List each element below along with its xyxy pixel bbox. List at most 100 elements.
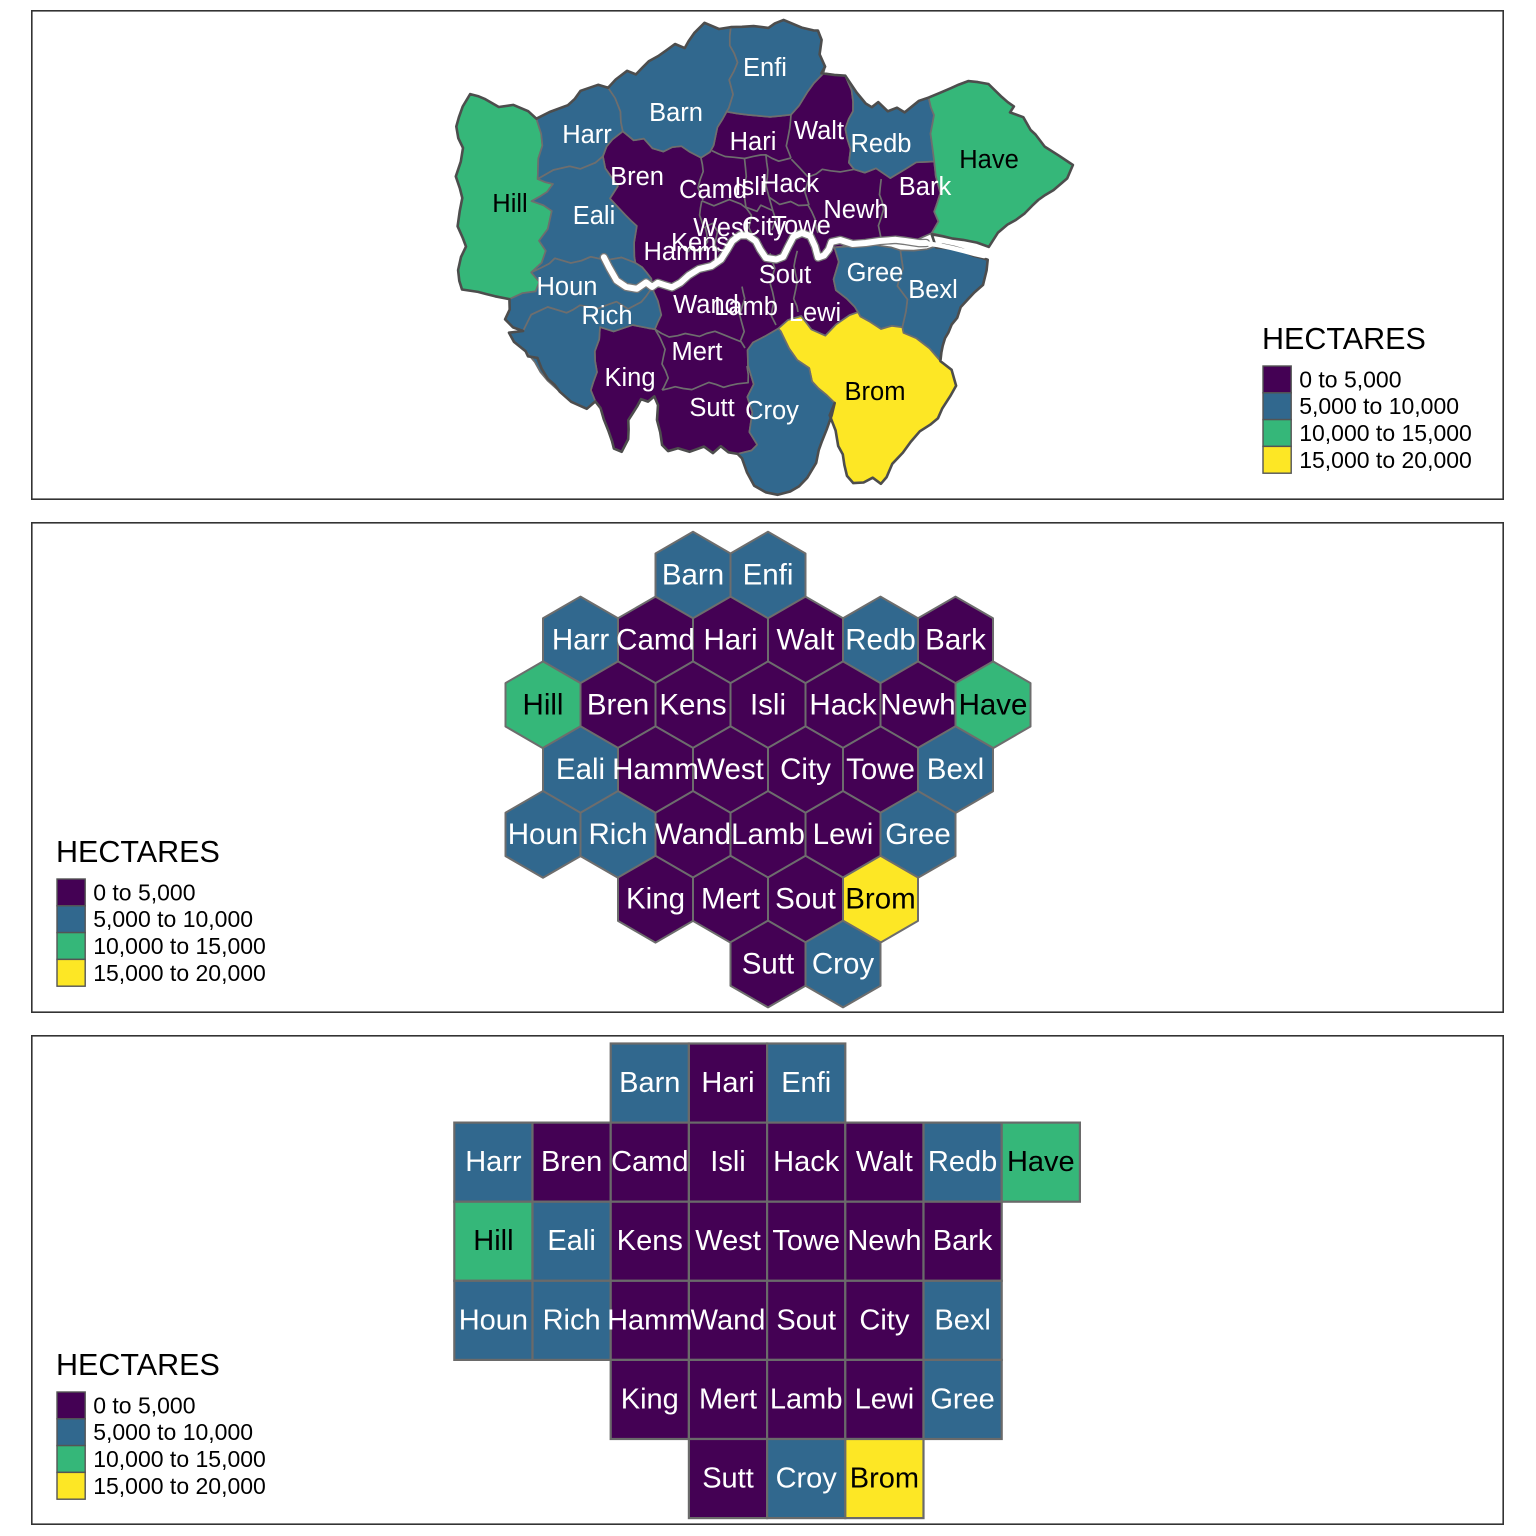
svg-text:Harr: Harr — [562, 121, 612, 149]
svg-text:Houn: Houn — [537, 273, 598, 301]
svg-text:Newh: Newh — [880, 688, 955, 721]
svg-text:Eali: Eali — [573, 202, 616, 230]
svg-text:Enfi: Enfi — [743, 54, 787, 82]
svg-text:Lewi: Lewi — [855, 1384, 915, 1416]
svg-text:Bren: Bren — [610, 163, 664, 191]
svg-text:West: West — [697, 753, 764, 786]
svg-text:Hack: Hack — [773, 1146, 840, 1178]
svg-text:Croy: Croy — [745, 397, 799, 425]
svg-text:City: City — [859, 1304, 909, 1336]
svg-text:Brom: Brom — [850, 1463, 919, 1495]
svg-text:Bren: Bren — [587, 688, 649, 721]
svg-text:King: King — [621, 1384, 679, 1416]
svg-text:Rich: Rich — [588, 818, 647, 851]
svg-text:Bark: Bark — [933, 1225, 993, 1257]
svg-text:Hari: Hari — [701, 1067, 754, 1099]
svg-text:Isli: Isli — [734, 173, 765, 201]
svg-text:0 to 5,000: 0 to 5,000 — [1299, 366, 1401, 392]
svg-text:Hari: Hari — [730, 128, 777, 156]
svg-text:Kens: Kens — [671, 229, 729, 257]
svg-text:5,000 to 10,000: 5,000 to 10,000 — [93, 1419, 253, 1445]
svg-text:Rich: Rich — [543, 1304, 601, 1336]
svg-text:Camd: Camd — [611, 1146, 688, 1178]
svg-text:Sutt: Sutt — [702, 1463, 754, 1495]
svg-text:Hill: Hill — [473, 1225, 513, 1257]
svg-text:Gree: Gree — [930, 1384, 994, 1416]
svg-text:City: City — [742, 213, 786, 241]
svg-text:Rich: Rich — [581, 302, 632, 330]
svg-text:Brom: Brom — [845, 883, 915, 916]
svg-text:0 to 5,000: 0 to 5,000 — [93, 879, 195, 905]
svg-text:Harr: Harr — [465, 1146, 522, 1178]
svg-text:Redb: Redb — [845, 624, 916, 657]
svg-text:10,000 to 15,000: 10,000 to 15,000 — [1299, 420, 1472, 446]
svg-text:Gree: Gree — [885, 818, 951, 851]
svg-text:City: City — [780, 753, 831, 786]
svg-text:Hamm: Hamm — [612, 753, 699, 786]
svg-text:Mert: Mert — [672, 338, 723, 366]
svg-text:King: King — [626, 883, 685, 916]
svg-text:15,000 to 20,000: 15,000 to 20,000 — [93, 1473, 266, 1499]
svg-text:Wand: Wand — [673, 291, 739, 319]
svg-text:Hill: Hill — [523, 688, 564, 721]
svg-text:Redb: Redb — [928, 1146, 997, 1178]
svg-text:Gree: Gree — [847, 259, 904, 287]
svg-text:Barn: Barn — [662, 559, 724, 592]
svg-text:Croy: Croy — [776, 1463, 838, 1495]
svg-text:Hamm: Hamm — [607, 1304, 692, 1336]
svg-text:West: West — [695, 1225, 761, 1257]
svg-text:Camd: Camd — [679, 176, 747, 204]
svg-text:Mert: Mert — [701, 883, 760, 916]
svg-text:Lamb: Lamb — [714, 293, 778, 321]
svg-text:15,000 to 20,000: 15,000 to 20,000 — [1299, 447, 1472, 473]
svg-text:Barn: Barn — [649, 99, 703, 127]
svg-text:Eali: Eali — [547, 1225, 595, 1257]
svg-text:Kens: Kens — [659, 688, 726, 721]
svg-text:Have: Have — [1007, 1146, 1075, 1178]
svg-text:Hack: Hack — [809, 688, 876, 721]
svg-text:Hill: Hill — [492, 190, 527, 218]
svg-text:Newh: Newh — [847, 1225, 921, 1257]
svg-text:10,000 to 15,000: 10,000 to 15,000 — [93, 1446, 266, 1472]
svg-text:Towe: Towe — [771, 212, 831, 240]
svg-text:5,000 to 10,000: 5,000 to 10,000 — [93, 906, 253, 932]
svg-text:Lamb: Lamb — [770, 1384, 843, 1416]
svg-text:Walt: Walt — [856, 1146, 913, 1178]
svg-text:Redb: Redb — [851, 130, 912, 158]
svg-text:Have: Have — [959, 146, 1019, 174]
svg-text:Wand: Wand — [691, 1304, 766, 1336]
svg-text:Have: Have — [959, 688, 1028, 721]
svg-text:10,000 to 15,000: 10,000 to 15,000 — [93, 933, 266, 959]
svg-text:Hack: Hack — [761, 170, 819, 198]
svg-text:Houn: Houn — [508, 818, 579, 851]
svg-text:Towe: Towe — [846, 753, 915, 786]
svg-text:Towe: Towe — [772, 1225, 840, 1257]
svg-text:Houn: Houn — [459, 1304, 528, 1336]
svg-text:Isli: Isli — [750, 688, 786, 721]
svg-text:Enfi: Enfi — [781, 1067, 831, 1099]
svg-text:Sutt: Sutt — [689, 394, 734, 422]
svg-text:Eali: Eali — [556, 753, 605, 786]
svg-text:Bexl: Bexl — [934, 1304, 990, 1336]
svg-text:Hamm: Hamm — [643, 238, 718, 266]
svg-text:Sout: Sout — [776, 1304, 836, 1336]
svg-text:0 to 5,000: 0 to 5,000 — [93, 1392, 195, 1418]
svg-text:Bexl: Bexl — [927, 753, 984, 786]
svg-text:Mert: Mert — [699, 1384, 757, 1416]
svg-text:Lewi: Lewi — [813, 818, 874, 851]
svg-text:King: King — [604, 364, 655, 392]
svg-text:Barn: Barn — [619, 1067, 680, 1099]
svg-text:5,000 to 10,000: 5,000 to 10,000 — [1299, 393, 1459, 419]
svg-text:HECTARES: HECTARES — [1262, 322, 1426, 356]
svg-text:Bark: Bark — [899, 173, 952, 201]
svg-text:Isli: Isli — [710, 1146, 745, 1178]
svg-text:HECTARES: HECTARES — [56, 835, 220, 869]
svg-text:HECTARES: HECTARES — [56, 1348, 220, 1382]
svg-text:West: West — [693, 214, 751, 242]
svg-text:Sutt: Sutt — [742, 948, 794, 981]
svg-text:Hari: Hari — [703, 624, 757, 657]
svg-text:Kens: Kens — [617, 1225, 683, 1257]
svg-text:15,000 to 20,000: 15,000 to 20,000 — [93, 960, 266, 986]
svg-text:Croy: Croy — [812, 948, 875, 981]
svg-text:Bark: Bark — [925, 624, 986, 657]
